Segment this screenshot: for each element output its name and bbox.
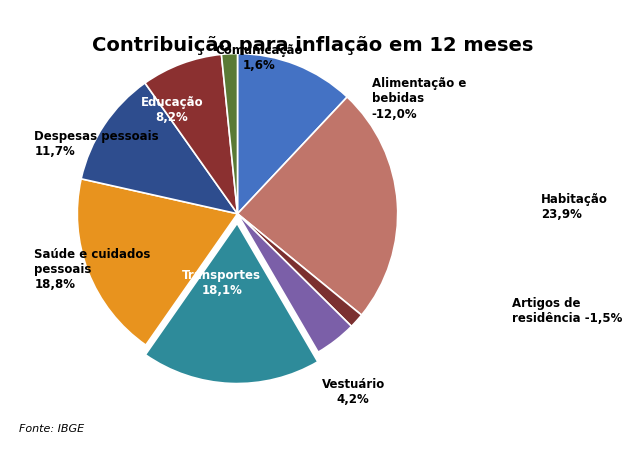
- Wedge shape: [238, 214, 351, 352]
- Text: Fonte: IBGE: Fonte: IBGE: [19, 424, 84, 434]
- Text: Contribuição para inflação em 12 meses: Contribuição para inflação em 12 meses: [92, 36, 533, 55]
- Wedge shape: [238, 97, 398, 315]
- Wedge shape: [238, 54, 347, 214]
- Text: Habitação
23,9%: Habitação 23,9%: [541, 193, 608, 221]
- Wedge shape: [146, 223, 318, 383]
- Text: Comunicação
1,6%: Comunicação 1,6%: [216, 44, 303, 72]
- Text: Transportes
18,1%: Transportes 18,1%: [182, 270, 261, 297]
- Text: Alimentação e
bebidas
-12,0%: Alimentação e bebidas -12,0%: [372, 77, 466, 121]
- Text: Artigos de
residência -1,5%: Artigos de residência -1,5%: [512, 297, 623, 324]
- Text: Vestuário
4,2%: Vestuário 4,2%: [321, 378, 385, 406]
- Wedge shape: [78, 179, 238, 345]
- Text: Educação
8,2%: Educação 8,2%: [141, 96, 203, 124]
- Wedge shape: [81, 83, 238, 214]
- Wedge shape: [145, 54, 238, 214]
- Wedge shape: [238, 214, 362, 326]
- Wedge shape: [221, 54, 238, 214]
- Text: Saúde e cuidados
pessoais
18,8%: Saúde e cuidados pessoais 18,8%: [34, 248, 151, 292]
- Text: Despesas pessoais
11,7%: Despesas pessoais 11,7%: [34, 130, 159, 158]
